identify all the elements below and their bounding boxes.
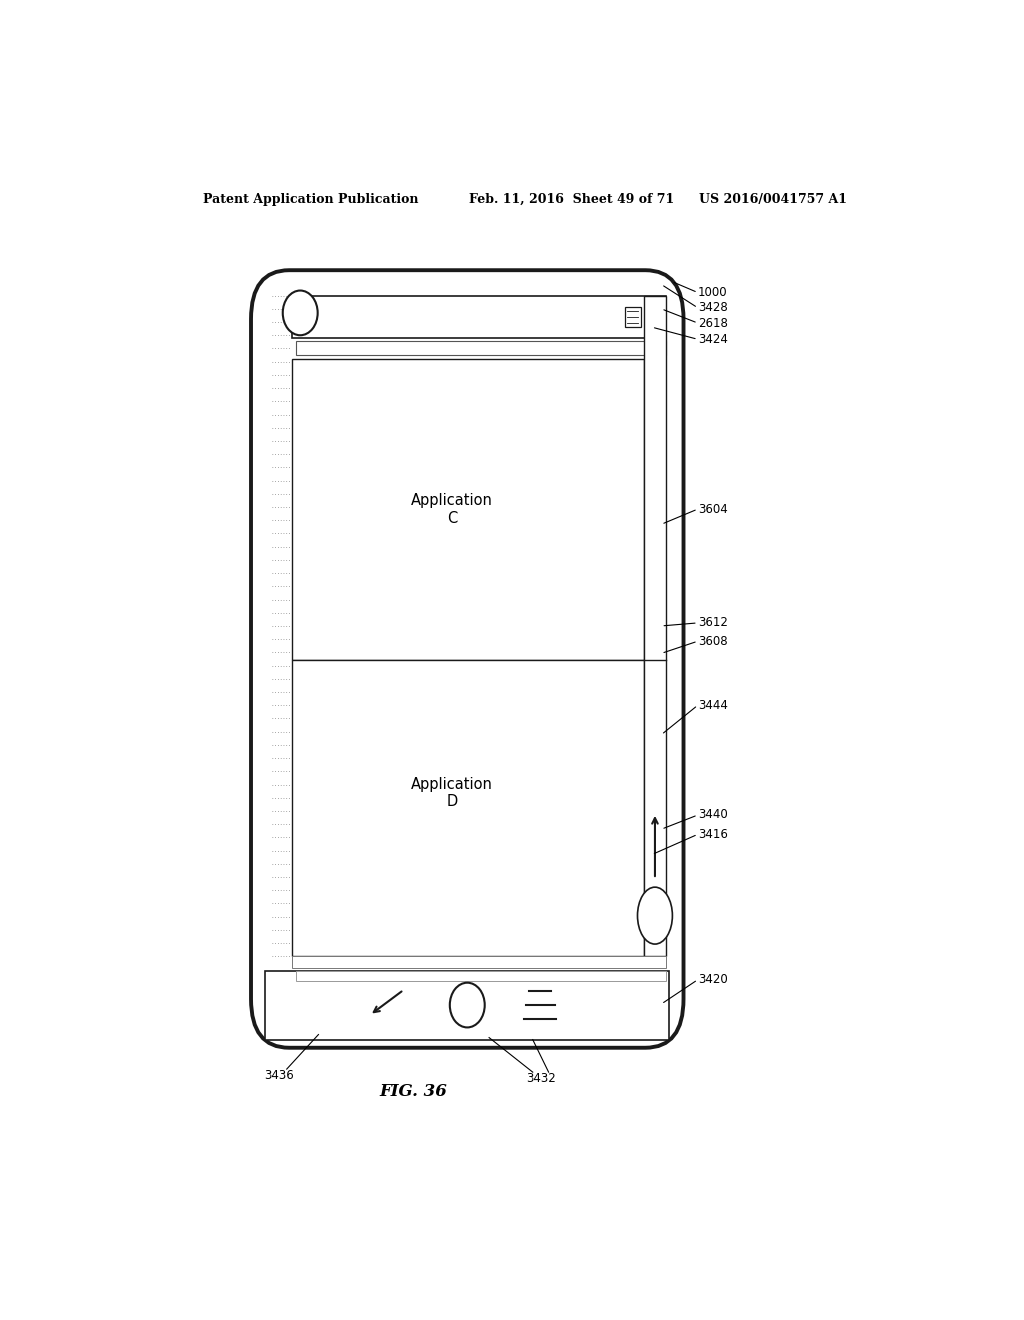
Bar (644, 296, 666, 956)
Text: 3424: 3424 (697, 333, 728, 346)
Ellipse shape (638, 887, 673, 944)
Text: FIG. 36: FIG. 36 (380, 1082, 447, 1100)
Text: 3604: 3604 (697, 503, 728, 516)
Text: Application
C: Application C (412, 494, 494, 525)
Text: 3432: 3432 (525, 1072, 556, 1085)
Text: 3608: 3608 (697, 635, 727, 648)
Text: US 2016/0041757 A1: US 2016/0041757 A1 (699, 193, 848, 206)
Circle shape (283, 290, 317, 335)
Bar (296, 970, 666, 981)
Text: 3420: 3420 (697, 973, 728, 986)
Text: 3428: 3428 (697, 301, 728, 314)
Bar (292, 956, 666, 969)
Text: 3416: 3416 (697, 828, 728, 841)
Text: 3444: 3444 (697, 698, 728, 711)
Bar (292, 359, 644, 660)
Text: 2618: 2618 (697, 317, 728, 330)
Text: 3436: 3436 (264, 1069, 294, 1081)
Bar (292, 296, 666, 338)
Text: 3612: 3612 (697, 616, 728, 630)
Text: 1000: 1000 (697, 286, 727, 300)
Bar (296, 342, 666, 355)
Bar (625, 306, 641, 327)
FancyBboxPatch shape (251, 271, 684, 1048)
Text: Application
D: Application D (412, 777, 494, 809)
Text: Feb. 11, 2016  Sheet 49 of 71: Feb. 11, 2016 Sheet 49 of 71 (469, 193, 675, 206)
Bar (292, 660, 644, 956)
Text: Patent Application Publication: Patent Application Publication (204, 193, 419, 206)
Circle shape (450, 982, 484, 1027)
Text: 3440: 3440 (697, 808, 728, 821)
Bar (265, 970, 670, 1040)
